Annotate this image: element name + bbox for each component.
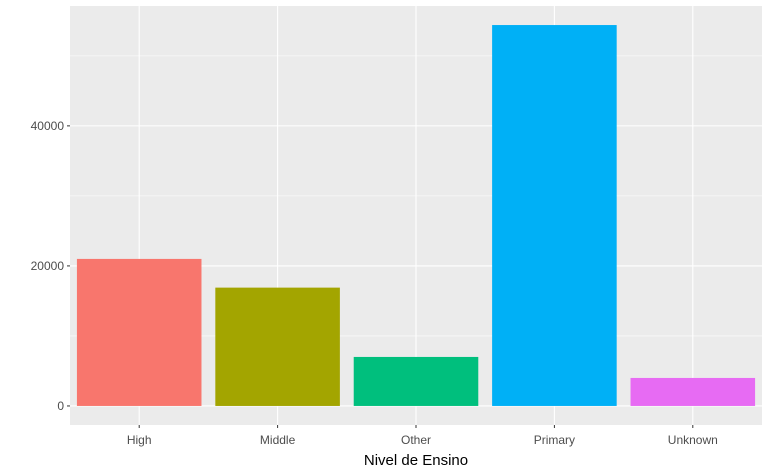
y-tick-label: 40000 bbox=[31, 119, 65, 133]
y-tick-label: 0 bbox=[57, 399, 64, 413]
y-axis: 0 20000 40000 bbox=[31, 119, 70, 413]
bar-primary bbox=[492, 25, 617, 406]
bar-high bbox=[76, 258, 202, 406]
bars bbox=[76, 25, 756, 406]
x-tick-label: Primary bbox=[534, 433, 575, 447]
bar-middle bbox=[215, 287, 340, 406]
bar-unknown bbox=[630, 377, 756, 406]
x-tick-label: Middle bbox=[260, 433, 296, 447]
x-tick-label: High bbox=[127, 433, 152, 447]
y-tick-label: 20000 bbox=[31, 259, 65, 273]
x-tick-label: Unknown bbox=[668, 433, 718, 447]
x-tick-label: Other bbox=[401, 433, 431, 447]
x-axis: High Middle Other Primary Unknown bbox=[127, 425, 718, 447]
bar-other bbox=[353, 356, 479, 406]
x-axis-title: Nivel de Ensino bbox=[364, 452, 468, 469]
